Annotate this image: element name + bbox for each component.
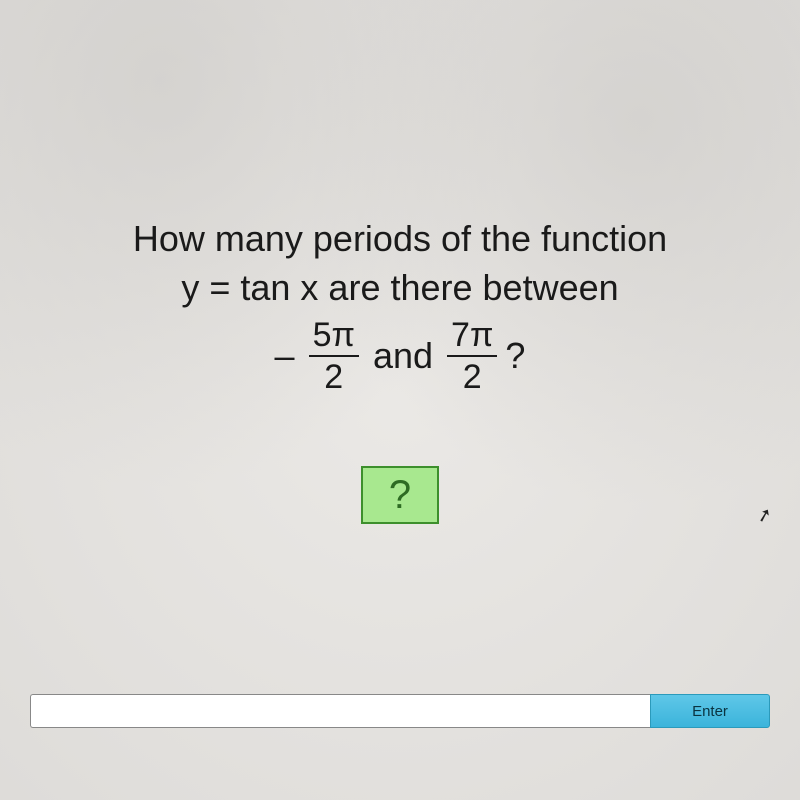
question-block: How many periods of the function y = tan…: [0, 215, 800, 524]
minus-sign: –: [275, 335, 295, 377]
enter-button-label: Enter: [692, 703, 728, 720]
answer-text-field[interactable]: [30, 694, 650, 728]
answer-placeholder: ?: [389, 473, 411, 518]
question-mark: ?: [505, 335, 525, 377]
fraction-1-numerator: 5π: [309, 318, 359, 357]
answer-entry-row: Enter: [30, 694, 770, 728]
question-line-1: How many periods of the function: [40, 215, 760, 264]
question-fraction-row: – 5π 2 and 7π 2 ?: [40, 318, 760, 394]
and-word: and: [373, 335, 433, 377]
fraction-2-denominator: 2: [463, 357, 482, 394]
answer-input-box[interactable]: ?: [361, 466, 439, 524]
fraction-2: 7π 2: [447, 318, 497, 394]
fraction-2-numerator: 7π: [447, 318, 497, 357]
enter-button[interactable]: Enter: [650, 694, 770, 728]
fraction-1: 5π 2: [309, 318, 359, 394]
fraction-1-denominator: 2: [324, 357, 343, 394]
question-line-2: y = tan x are there between: [40, 264, 760, 313]
